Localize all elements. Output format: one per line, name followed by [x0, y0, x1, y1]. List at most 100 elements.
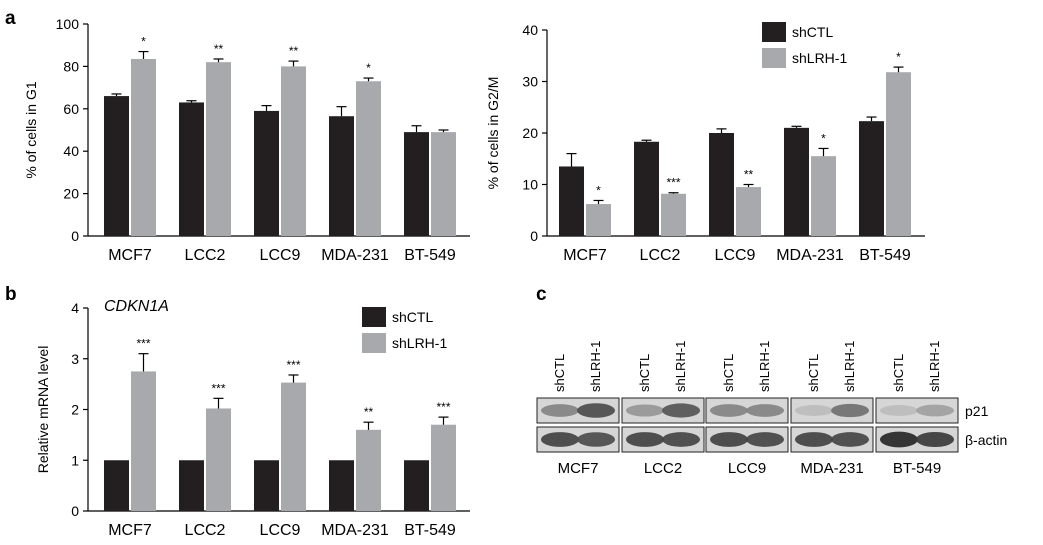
category-label: BT-549: [404, 522, 456, 539]
blot-band: [577, 432, 616, 447]
significance-marker: ***: [136, 337, 150, 351]
significance-marker: **: [744, 168, 754, 182]
y-tick-label: 2: [71, 402, 79, 418]
blot-cell-line-label: BT-549: [893, 460, 941, 477]
panel-letter-a: a: [5, 8, 16, 29]
y-tick-label: 100: [56, 16, 80, 32]
y-tick-label: 20: [63, 186, 79, 202]
significance-marker: ***: [211, 381, 225, 395]
shctl-bar: [179, 102, 204, 236]
category-label: BT-549: [404, 247, 456, 264]
category-label: LCC9: [260, 247, 301, 264]
category-label: MDA-231: [776, 247, 844, 264]
shctl-bar: [329, 116, 354, 236]
significance-marker: **: [364, 405, 374, 419]
y-tick-label: 4: [71, 300, 79, 316]
western-blot: shCTL shLRH-1 MCF7 shCTL shLRH-1 LCC2 shCTL shL…: [536, 341, 1007, 477]
y-tick-label: 80: [63, 58, 79, 74]
shlrh1-bar: [131, 371, 156, 511]
category-label: MCF7: [108, 247, 152, 264]
significance-marker: **: [289, 44, 299, 58]
shctl-bar: [784, 127, 809, 236]
legend-label-shlrh1: shLRH-1: [392, 335, 447, 351]
blot-band: [831, 432, 870, 447]
significance-marker: *: [366, 61, 371, 75]
lane-label-shctl: shCTL: [721, 354, 736, 392]
category-label: LCC2: [640, 247, 681, 264]
shctl-bar: [254, 460, 279, 511]
panel-letter-c: c: [536, 284, 547, 305]
category-label: LCC2: [185, 522, 226, 539]
y-tick-label: 10: [522, 177, 538, 193]
legend-label-shctl: shCTL: [792, 24, 833, 40]
shctl-bar: [329, 460, 354, 511]
y-tick-label: 40: [522, 22, 538, 38]
category-label: MCF7: [563, 247, 607, 264]
shlrh1-bar: [206, 408, 231, 511]
significance-marker: *: [141, 35, 146, 49]
panel-letter-b: b: [5, 284, 17, 305]
blot-band: [709, 404, 748, 417]
blot-band: [794, 405, 833, 416]
y-axis-label: Relative mRNA level: [35, 346, 51, 474]
blot-cell-line-label: MDA-231: [800, 460, 863, 477]
blot-band: [746, 432, 785, 447]
category-label: LCC2: [185, 247, 226, 264]
shlrh1-bar: [431, 424, 456, 511]
shctl-bar: [104, 96, 129, 236]
shctl-bar: [104, 460, 129, 511]
shctl-bar: [254, 110, 279, 236]
blot-band: [540, 404, 579, 417]
blot-band: [709, 432, 748, 447]
significance-marker: ***: [666, 176, 680, 190]
y-tick-label: 60: [63, 101, 79, 117]
category-label: BT-549: [859, 247, 911, 264]
category-label: MDA-231: [321, 247, 389, 264]
shctl-bar: [559, 166, 584, 236]
shlrh1-bar: [281, 382, 306, 511]
y-tick-label: 40: [63, 143, 79, 159]
shctl-bar: [859, 121, 884, 236]
y-tick-label: 3: [71, 351, 79, 367]
shctl-bar: [404, 460, 429, 511]
blot-band: [662, 403, 701, 418]
blot-band: [916, 404, 955, 417]
blot-row-label-actin: β-actin: [965, 432, 1007, 448]
shlrh1-bar: [811, 156, 836, 236]
shlrh1-bar: [206, 62, 231, 236]
blot-band: [794, 432, 833, 447]
lane-label-shctl: shCTL: [806, 354, 821, 392]
shctl-bar: [634, 141, 659, 236]
g1-bar-chart: 0 20 40 60 80 100 % of cells in G1 * MCF7 ** LCC2 *…: [23, 16, 470, 264]
lane-label-shlrh1: shLRH-1: [757, 341, 772, 392]
legend-swatch-shctl: [362, 307, 386, 327]
category-label: MDA-231: [321, 522, 389, 539]
category-label: LCC9: [260, 522, 301, 539]
legend-swatch-shctl: [762, 22, 786, 42]
blot-band: [662, 432, 701, 447]
shlrh1-bar: [356, 429, 381, 511]
shlrh1-bar: [886, 72, 911, 236]
significance-marker: ***: [286, 358, 300, 372]
shctl-bar: [404, 132, 429, 236]
lane-label-shlrh1: shLRH-1: [927, 341, 942, 392]
significance-marker: *: [596, 183, 601, 197]
category-label: LCC9: [715, 247, 756, 264]
legend-swatch-shlrh1: [762, 48, 786, 68]
lane-label-shlrh1: shLRH-1: [842, 341, 857, 392]
blot-row-label-p21: p21: [965, 403, 989, 419]
y-tick-label: 30: [522, 74, 538, 90]
legend-swatch-shlrh1: [362, 333, 386, 353]
shlrh1-bar: [281, 66, 306, 237]
lane-label-shlrh1: shLRH-1: [588, 341, 603, 392]
blot-band: [540, 432, 579, 447]
lane-label-shctl: shCTL: [552, 354, 567, 392]
shlrh1-bar: [431, 132, 456, 236]
blot-band: [879, 405, 918, 416]
blot-band: [831, 403, 870, 418]
y-tick-label: 0: [71, 228, 79, 244]
y-tick-label: 1: [71, 452, 79, 468]
shlrh1-bar: [131, 58, 156, 237]
